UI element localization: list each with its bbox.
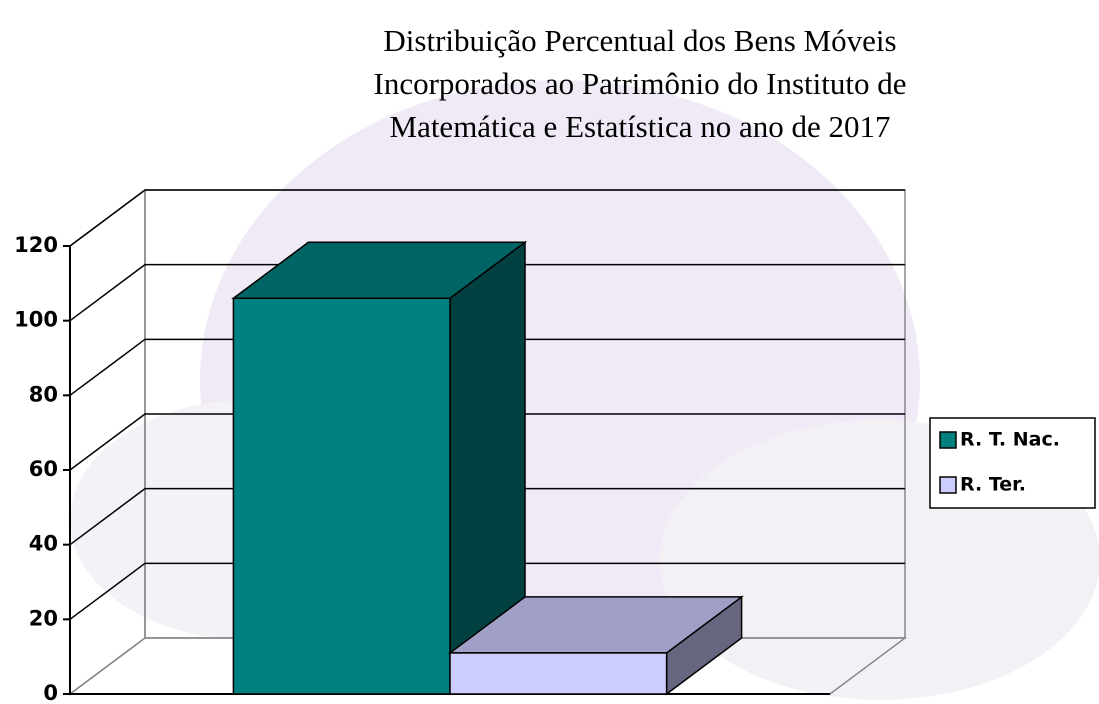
legend-swatch (940, 477, 956, 493)
chart-title: Incorporados ao Patrimônio do Instituto … (374, 66, 907, 101)
bar (233, 242, 525, 694)
chart-title: Matemática e Estatística no ano de 2017 (390, 109, 891, 144)
legend-label: R. Ter. (960, 474, 1026, 496)
y-tick-label: 120 (14, 233, 58, 257)
y-tick-label: 80 (29, 382, 58, 406)
y-tick-label: 60 (29, 457, 58, 481)
chart-title: Distribuição Percentual dos Bens Móveis (383, 23, 896, 58)
legend-label: R. T. Nac. (960, 429, 1060, 451)
y-tick-label: 0 (43, 681, 58, 704)
bar-front (450, 653, 667, 694)
page: Distribuição Percentual dos Bens Móveis … (0, 0, 1099, 704)
y-tick-label: 100 (14, 308, 58, 332)
y-tick-label: 40 (29, 532, 58, 556)
legend-swatch (940, 432, 956, 448)
y-tick-label: 20 (29, 606, 58, 630)
bar-front (233, 298, 450, 694)
chart: Distribuição Percentual dos Bens Móveis … (0, 0, 1099, 704)
